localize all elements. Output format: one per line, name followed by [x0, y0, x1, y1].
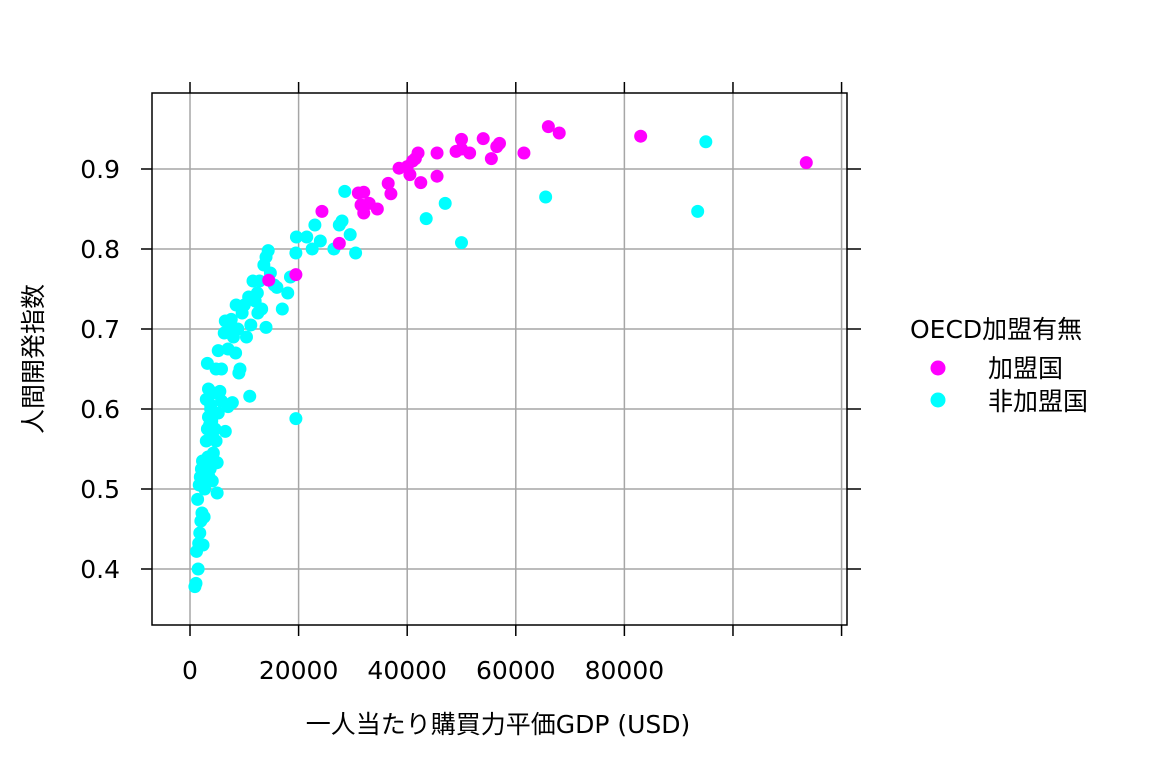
data-point: [552, 126, 566, 140]
data-point: [196, 538, 210, 552]
data-point: [215, 362, 228, 376]
data-point: [210, 456, 224, 470]
data-point: [231, 322, 245, 336]
data-point: [261, 244, 275, 258]
data-point: [414, 176, 428, 190]
y-tick-label: 0.8: [80, 235, 120, 264]
data-point: [517, 146, 531, 160]
data-point: [332, 236, 346, 250]
data-point: [349, 246, 363, 260]
data-point: [197, 510, 211, 524]
data-point: [493, 136, 506, 150]
y-axis-title: 人間開発指数: [19, 284, 48, 434]
data-point: [315, 204, 329, 218]
data-point: [438, 196, 452, 210]
x-axis-title: 一人当たり購買力平価GDP (USD): [306, 710, 691, 739]
data-point: [370, 202, 384, 216]
data-point: [211, 344, 225, 358]
data-point: [539, 190, 553, 204]
y-tick-label: 0.5: [80, 475, 120, 504]
legend-marker-nonmember: [930, 392, 946, 408]
data-point: [411, 146, 425, 160]
data-point: [224, 312, 238, 326]
data-point: [229, 298, 243, 312]
data-point: [213, 384, 227, 398]
x-tick-label: 0: [182, 656, 198, 685]
axis-ticks: 0 20000 40000 60000 80000 0.4 0.5 0.6 0.7 0.8 0.9: [80, 82, 861, 685]
data-point: [419, 212, 433, 226]
data-point: [243, 389, 257, 403]
data-point: [191, 562, 205, 576]
y-tick-label: 0.4: [80, 555, 120, 584]
data-point: [476, 132, 490, 146]
y-tick-label: 0.9: [80, 155, 120, 184]
data-point: [189, 576, 203, 590]
data-point: [484, 152, 498, 166]
data-point: [289, 268, 303, 282]
data-point: [799, 156, 813, 170]
data-point: [691, 204, 705, 218]
data-point: [218, 424, 232, 438]
data-point: [275, 302, 289, 316]
legend-marker-member: [930, 360, 946, 376]
x-tick-label: 60000: [476, 656, 556, 685]
legend: OECD加盟有無 加盟国 非加盟国: [910, 315, 1088, 416]
data-point: [463, 146, 477, 160]
y-tick-label: 0.6: [80, 395, 120, 424]
data-point: [229, 346, 243, 360]
y-tick-label: 0.7: [80, 315, 120, 344]
legend-label-member: 加盟国: [988, 354, 1063, 383]
x-tick-label: 20000: [259, 656, 339, 685]
legend-title: OECD加盟有無: [910, 315, 1082, 344]
data-point: [381, 176, 395, 190]
data-point: [403, 168, 417, 182]
data-point: [335, 214, 349, 228]
data-point: [191, 492, 205, 506]
data-point: [208, 422, 222, 436]
data-point: [430, 146, 444, 160]
data-point: [343, 228, 357, 242]
data-point: [225, 396, 239, 410]
data-point: [308, 218, 322, 232]
data-point: [289, 230, 303, 244]
data-point: [209, 434, 223, 448]
data-point: [305, 242, 319, 256]
data-point: [251, 306, 265, 320]
data-point: [541, 120, 555, 134]
data-point: [454, 236, 468, 250]
data-point: [699, 135, 713, 149]
x-tick-label: 40000: [367, 656, 447, 685]
data-point: [281, 286, 295, 300]
x-tick-label: 80000: [585, 656, 665, 685]
data-point: [204, 398, 218, 412]
data-point: [289, 412, 303, 426]
data-point: [233, 362, 247, 376]
grid-lines: [152, 93, 847, 625]
data-point: [244, 318, 258, 332]
data-point: [634, 129, 648, 143]
data-point: [210, 486, 224, 500]
data-point: [384, 187, 398, 201]
legend-label-nonmember: 非加盟国: [988, 387, 1088, 416]
data-point: [239, 330, 253, 344]
data-point: [338, 184, 352, 198]
data-point: [259, 320, 273, 334]
data-point: [193, 526, 207, 540]
data-points: [188, 120, 813, 594]
plot-frame: [151, 92, 848, 626]
data-point: [454, 132, 468, 146]
data-point: [357, 185, 371, 199]
data-point: [357, 206, 371, 220]
data-point: [430, 169, 444, 183]
data-point: [313, 234, 327, 248]
data-point: [205, 474, 219, 488]
data-point: [262, 273, 276, 287]
data-point: [300, 230, 314, 244]
data-point: [289, 246, 303, 260]
data-point: [250, 286, 264, 300]
